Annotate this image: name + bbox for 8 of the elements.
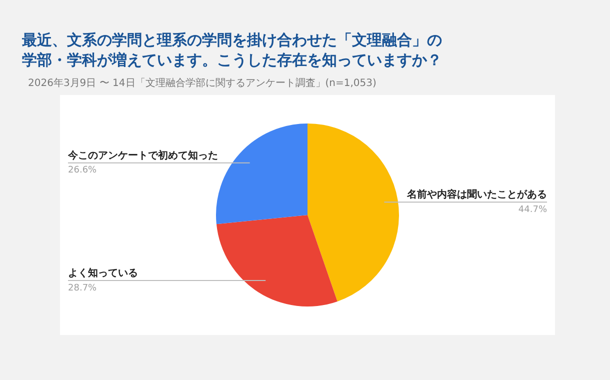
chart-subtitle: 2026年3月9日 〜 14日「文理融合学部に関するアンケート調査」(n=1,053) <box>28 76 376 90</box>
slice-label: よく知っている <box>68 267 138 280</box>
data-label: 26.6% <box>68 166 98 176</box>
data-label: 44.7% <box>518 204 548 215</box>
slice-label: 名前や内容は聞いたことがある <box>406 188 547 201</box>
slice-label: 今このアンケートで初めて知った <box>67 149 218 162</box>
chart-title: 最近、文系の学問と理系の学問を掛け合わせた「文理融合」の学部・学科が増えています。こうした存在を知っていますか？ <box>22 30 443 70</box>
data-label: 28.7% <box>68 283 98 294</box>
